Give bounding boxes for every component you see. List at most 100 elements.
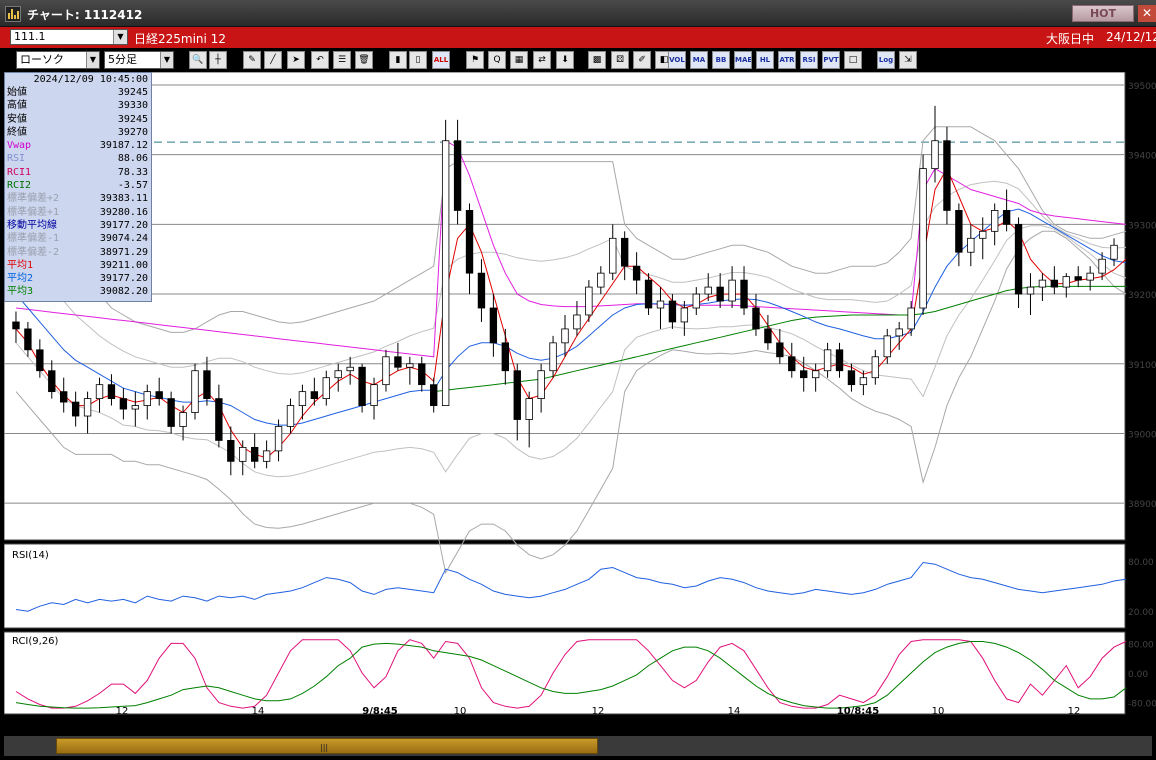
info-value: 78.33	[117, 166, 148, 178]
price-tick-label: 39300	[1128, 221, 1156, 231]
info-row: 終値 39270	[5, 126, 151, 139]
vol-button[interactable]: VOL	[668, 51, 686, 69]
info-timestamp: 2024/12/09 10:45:00	[33, 74, 148, 85]
candle-body	[1002, 210, 1011, 225]
date-label: 24/12/12	[1106, 30, 1156, 44]
symbol-code-select[interactable]: 111.1 ▼	[10, 29, 128, 45]
info-label: 標準偏差-1	[7, 233, 60, 245]
candle-body	[573, 314, 581, 330]
scrollbar-thumb[interactable]	[56, 738, 598, 754]
chart-type-select[interactable]: ローソク ▼	[16, 51, 100, 69]
square-icon[interactable]: □	[844, 51, 862, 69]
net-icon[interactable]: ⇄	[533, 51, 551, 69]
trash-icon[interactable]: 🗑	[355, 51, 373, 69]
candle-body	[931, 140, 939, 170]
crosshair-icon[interactable]: ┼	[209, 51, 227, 69]
log-button[interactable]: Log	[877, 51, 895, 69]
candle-body	[788, 356, 796, 372]
candle-body	[955, 210, 963, 253]
info-value: 39245	[117, 87, 148, 98]
pvt-button[interactable]: PVT	[822, 51, 840, 69]
candle-body	[1014, 223, 1023, 295]
rci-tick-label: -80.00	[1128, 700, 1156, 710]
info-panel: 2024/12/09 10:45:00 始値 39245 高値 39330 安値 3924…	[4, 72, 152, 302]
info-row: 安値 39245	[5, 113, 151, 126]
info-row: 標準偏差+2 39383.11	[5, 192, 151, 205]
candle-body	[549, 342, 557, 372]
q-icon[interactable]: Q	[488, 51, 506, 69]
candle-body	[24, 328, 32, 351]
tiles-icon[interactable]: ▩	[588, 51, 606, 69]
info-row: 平均1 39211.00	[5, 259, 151, 272]
candle-body	[358, 366, 366, 406]
grid-icon[interactable]: ▦	[510, 51, 528, 69]
candle-body	[525, 398, 533, 420]
info-row: 平均3 39082.20	[5, 285, 151, 298]
all-button[interactable]: ALL	[432, 51, 450, 69]
mae-button[interactable]: MAE	[734, 51, 752, 69]
candle-body	[48, 370, 56, 393]
export-icon[interactable]: ⇲	[899, 51, 917, 69]
candle2-icon[interactable]: ▯	[409, 51, 427, 69]
candle-icon[interactable]: ▮	[389, 51, 407, 69]
undo-icon[interactable]: ↶	[311, 51, 329, 69]
price-tick-label: 39000	[1128, 430, 1156, 440]
bb-button[interactable]: BB	[712, 51, 730, 69]
candle-body	[919, 168, 927, 309]
close-button[interactable]: ✕	[1138, 5, 1156, 22]
candle-body	[477, 272, 486, 309]
candle-body	[203, 370, 211, 400]
info-label: 標準偏差+2	[7, 193, 60, 205]
info-label: 始値	[7, 87, 27, 98]
price-tick-label: 39500	[1128, 82, 1156, 92]
symbol-bar: 111.1 ▼ 日経225mini 12 大阪日中 24/12/12	[0, 27, 1156, 48]
list-icon[interactable]: ☰	[333, 51, 351, 69]
candle-body	[107, 384, 116, 400]
interval-select[interactable]: 5分足 ▼	[104, 51, 174, 69]
pointer-icon[interactable]: ➤	[287, 51, 305, 69]
zoom-icon[interactable]: 🔍	[189, 51, 207, 69]
candle-body	[346, 366, 354, 372]
series-line-標準偏差+1	[15, 180, 1127, 375]
atr-button[interactable]: ATR	[778, 51, 796, 69]
chevron-down-icon[interactable]: ▼	[86, 52, 99, 68]
info-value: 38971.29	[99, 246, 148, 258]
chart-area[interactable]: 38900 39000 39100 39200 39300 39400 39500 20.00…	[4, 72, 1156, 716]
time-scrollbar[interactable]: |||	[0, 716, 1156, 760]
line-icon[interactable]: ╱	[264, 51, 282, 69]
drop-icon[interactable]: ⬇	[556, 51, 574, 69]
info-label: RSI	[7, 153, 26, 165]
rci-line-RCI2	[15, 641, 1127, 709]
grip-icon: |||	[320, 743, 329, 752]
chevron-down-icon[interactable]: ▼	[160, 52, 173, 68]
candle-body	[1110, 244, 1118, 260]
info-value: 39074.24	[99, 233, 148, 245]
candle-body	[227, 440, 235, 462]
rsi-tick-label: 20.00	[1128, 608, 1154, 618]
x-axis-label: 10/8:45	[837, 706, 879, 716]
candle-body	[644, 279, 653, 309]
candle-body	[322, 377, 330, 400]
flag-icon[interactable]: ⚑	[466, 51, 484, 69]
candle-body	[990, 210, 999, 232]
x-axis-label: 12	[592, 706, 605, 716]
candle-body	[609, 237, 617, 274]
x-axis-label: 9/8:45	[362, 706, 398, 716]
info-label: Vwap	[7, 140, 32, 152]
hot-button[interactable]: HOT	[1072, 5, 1134, 22]
candle-body	[418, 363, 426, 386]
rsi-button[interactable]: RSI	[800, 51, 818, 69]
dice-icon[interactable]: ⚄	[611, 51, 629, 69]
series-line-平均1	[15, 167, 1127, 459]
candle-body	[12, 321, 20, 330]
candle-body	[239, 446, 247, 462]
brush-icon[interactable]: ✐	[633, 51, 651, 69]
series-line-標準偏差-1	[15, 225, 1127, 478]
ma-button[interactable]: MA	[690, 51, 708, 69]
chevron-down-icon[interactable]: ▼	[113, 30, 127, 44]
hl-button[interactable]: HL	[756, 51, 774, 69]
pencil-icon[interactable]: ✎	[243, 51, 261, 69]
candle-body	[167, 398, 175, 427]
rci-title: RCI(9,26)	[12, 636, 59, 647]
chart-canvas[interactable]: 38900 39000 39100 39200 39300 39400 39500 20.00…	[4, 72, 1156, 716]
